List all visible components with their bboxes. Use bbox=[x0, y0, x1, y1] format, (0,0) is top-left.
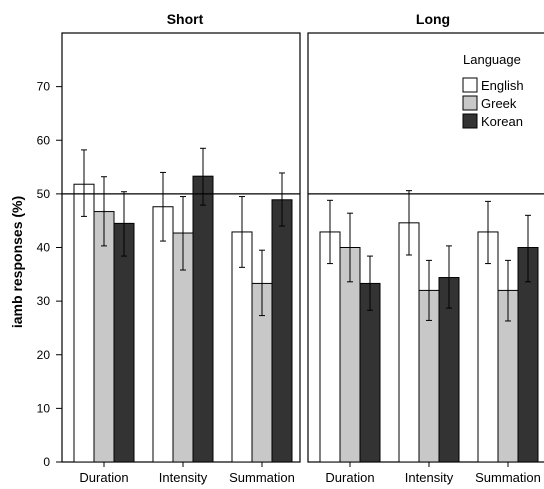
error-bar bbox=[259, 249, 265, 317]
legend-label-english: English bbox=[481, 78, 524, 93]
bar-english bbox=[152, 206, 174, 463]
bar-korean bbox=[192, 175, 214, 463]
panel-short: Short Duration Intensity Summation bbox=[61, 11, 301, 485]
x-tick-label: Summation bbox=[229, 470, 295, 485]
bar-korean bbox=[113, 222, 135, 463]
bar-english bbox=[319, 231, 341, 463]
panel-long: Long Duration Intensity Summation bbox=[307, 11, 544, 485]
y-tick-label: 20 bbox=[37, 348, 51, 362]
y-tick-label: 10 bbox=[37, 401, 51, 415]
legend-label-greek: Greek bbox=[481, 96, 517, 111]
legend-label-korean: Korean bbox=[481, 114, 523, 129]
bar-korean bbox=[271, 199, 293, 463]
error-bar bbox=[426, 259, 432, 321]
legend-swatch-korean bbox=[462, 113, 478, 129]
error-bar bbox=[239, 196, 245, 268]
y-tick-label: 30 bbox=[37, 294, 51, 308]
y-tick-label: 40 bbox=[37, 241, 51, 255]
error-bar bbox=[446, 245, 452, 309]
x-tick-label: Duration bbox=[79, 470, 128, 485]
error-bar bbox=[160, 171, 166, 242]
x-tick-label: Intensity bbox=[405, 470, 454, 485]
x-tick-label: Duration bbox=[325, 470, 374, 485]
error-bar bbox=[525, 214, 531, 283]
legend: Language English Greek Korean bbox=[462, 52, 524, 129]
bar-english bbox=[73, 183, 95, 463]
error-bar bbox=[200, 147, 206, 206]
legend-swatch-greek bbox=[462, 95, 478, 111]
bar-english bbox=[477, 231, 499, 463]
panels-layer: Short Duration Intensity Summation Long Durat… bbox=[61, 11, 544, 485]
error-bar bbox=[279, 172, 285, 227]
error-bar bbox=[406, 190, 412, 256]
y-tick-label: 60 bbox=[37, 133, 51, 147]
error-bar bbox=[505, 259, 511, 322]
y-tick-label: 70 bbox=[37, 80, 51, 94]
legend-swatch-english bbox=[462, 77, 478, 93]
axis-layer: 0 10 20 30 40 50 60 70 bbox=[37, 80, 62, 469]
error-bar bbox=[180, 196, 186, 271]
error-bar bbox=[347, 212, 353, 283]
y-axis-label: iamb responses (%) bbox=[9, 196, 25, 328]
error-bar bbox=[367, 255, 373, 311]
bar-greek bbox=[93, 211, 115, 463]
error-bar bbox=[121, 191, 127, 257]
error-bar bbox=[81, 149, 87, 217]
legend-title: Language bbox=[463, 52, 521, 67]
x-tick-label: Summation bbox=[475, 470, 541, 485]
panel-title: Short bbox=[167, 11, 204, 27]
panel-title: Long bbox=[416, 11, 450, 27]
error-bar bbox=[485, 200, 491, 265]
y-tick-label: 50 bbox=[37, 187, 51, 201]
bar-english bbox=[398, 222, 420, 463]
error-bar bbox=[101, 176, 107, 247]
error-bar bbox=[327, 199, 333, 265]
x-tick-label: Intensity bbox=[159, 470, 208, 485]
y-tick-label: 0 bbox=[43, 455, 50, 469]
